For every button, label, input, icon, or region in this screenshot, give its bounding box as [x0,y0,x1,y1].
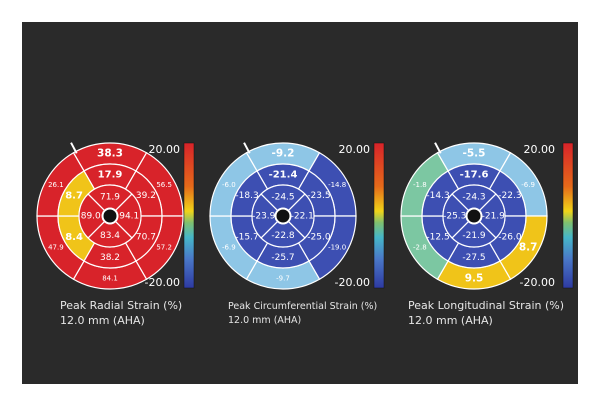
center-hole [101,207,119,225]
basal-segment-label: -6.0 [222,181,236,189]
circumferential-strain-subtitle: 12.0 mm (AHA) [228,315,301,326]
rv-insertion-marker [434,142,442,154]
basal-segment-label: 8.7 [519,241,538,253]
mid-segment-label: -15.7 [235,232,258,242]
mid-segment-label: -26.0 [498,232,522,242]
radial-strain-bullseye: 38.3 56.5 57.2 84.1 47.9 26.1 17.9 39.2 70.7 38.2… [36,142,184,290]
basal-segment-label: 56.5 [156,181,172,189]
radial-strain-title: Peak Radial Strain (%) [60,299,182,312]
mid-segment-label: 8.4 [65,232,83,243]
basal-segment-label: -19.0 [328,243,346,251]
circumferential-scale-min-label: -20.00 [335,276,370,289]
basal-segment-label: -14.8 [328,181,346,189]
basal-segment-label: -9.2 [272,148,295,160]
circumferential-strain-color-scale [373,142,385,289]
mid-segment-label: 38.2 [100,253,120,263]
apical-segment-label: -21.9 [482,212,506,222]
longitudinal-strain-title: Peak Longitudinal Strain (%) [408,299,564,312]
circumferential-strain-bullseye: -9.2 -14.8 -19.0 -9.7 -6.9 -6.0 -21.4 -23.5 -25.… [209,142,357,290]
mid-segment-label: 39.2 [136,191,156,201]
basal-segment-label: -1.8 [413,181,427,189]
basal-segment-label: -2.8 [413,243,427,251]
apical-segment-label: -24.5 [271,192,294,202]
apical-segment-label: 89.0 [81,212,101,222]
radial-scale-min-label: -20.00 [145,276,180,289]
rv-insertion-marker [70,142,78,154]
basal-segment-label: 57.2 [156,243,172,251]
mid-segment-label: -18.3 [235,191,258,201]
mid-segment-label: -27.5 [462,253,485,263]
mid-segment-label: -12.5 [426,232,449,242]
mid-segment-label: -25.0 [307,232,331,242]
longitudinal-strain-bullseye: -5.5 -6.9 8.7 9.5 -2.8 -1.8 -17.6 -22.3 -26.0 -27… [400,142,548,290]
apical-segment-label: -22.1 [291,212,314,222]
basal-segment-label: -5.5 [463,148,486,160]
circumferential-scale-max-label: 20.00 [339,143,371,156]
radial-strain-subtitle: 12.0 mm (AHA) [60,314,145,327]
rv-insertion-marker [243,142,251,154]
longitudinal-strain-panel: -5.5 -6.9 8.7 9.5 -2.8 -1.8 -17.6 -22.3 -26.0 -27… [400,142,574,327]
circumferential-strain-title: Peak Circumferential Strain (%) [228,301,377,312]
mid-segment-label: 17.9 [98,170,123,181]
mid-segment-label: -22.3 [498,191,521,201]
center-hole [465,207,483,225]
apical-segment-label: -22.8 [271,231,295,241]
apical-segment-label: 83.4 [100,231,120,241]
basal-segment-label: -9.7 [276,275,290,283]
apical-segment-label: -24.3 [462,192,485,202]
basal-segment-label: -6.9 [222,243,236,251]
apical-segment-label: -21.9 [462,231,486,241]
basal-segment-label: 84.1 [102,275,118,283]
mid-segment-label: -14.3 [426,191,449,201]
basal-segment-label: 9.5 [465,273,484,285]
longitudinal-strain-color-scale [562,142,574,289]
circumferential-strain-panel: -9.2 -14.8 -19.0 -9.7 -6.9 -6.0 -21.4 -23.5 -25.… [209,142,385,326]
center-hole [274,207,292,225]
apical-segment-label: -23.9 [252,212,276,222]
radial-strain-color-scale [183,142,195,289]
longitudinal-strain-subtitle: 12.0 mm (AHA) [408,314,493,327]
apical-segment-label: 94.1 [119,212,139,222]
basal-segment-label: 26.1 [48,181,64,189]
mid-segment-label: -23.5 [307,191,330,201]
basal-segment-label: -6.9 [521,181,535,189]
mid-segment-label: -25.7 [271,253,294,263]
radial-scale-max-label: 20.00 [149,143,181,156]
mid-segment-label: 8.7 [65,190,83,201]
apical-segment-label: -25.3 [443,212,466,222]
longitudinal-scale-min-label: -20.00 [520,276,555,289]
mid-segment-label: -21.4 [269,170,298,181]
longitudinal-scale-max-label: 20.00 [524,143,556,156]
mid-segment-label: -17.6 [460,170,489,181]
radial-strain-panel: 38.3 56.5 57.2 84.1 47.9 26.1 17.9 39.2 70.7 38.2… [36,142,195,327]
mid-segment-label: 70.7 [136,232,156,242]
apical-segment-label: 71.9 [100,192,120,202]
basal-segment-label: 38.3 [97,148,123,160]
basal-segment-label: 47.9 [48,243,64,251]
